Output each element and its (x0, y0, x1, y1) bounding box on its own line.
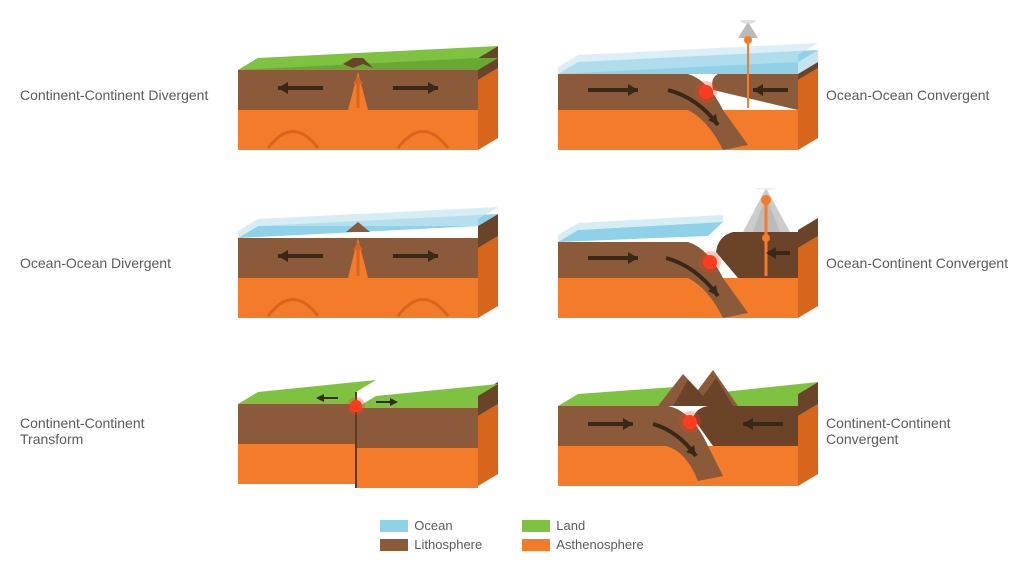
legend-item-ocean: Ocean (380, 518, 482, 533)
panel-label: Continent-Continent Divergent (20, 87, 218, 103)
swatch-lithosphere (380, 539, 408, 551)
panel-label: Continent-Continent Transform (20, 415, 218, 447)
legend-item-lithosphere: Lithosphere (380, 537, 482, 552)
panel-label: Ocean-Ocean Convergent (818, 87, 1024, 103)
diagram-grid: Continent-Continent Divergent (20, 20, 1004, 506)
panel-oo-divergent: Ocean-Ocean Divergent (20, 188, 498, 338)
block-oc-conv (538, 188, 818, 338)
legend-item-land: Land (522, 518, 643, 533)
block-oo-div (218, 188, 498, 338)
block-oo-conv (538, 20, 818, 170)
legend-label: Land (556, 518, 585, 533)
block-cc-conv (538, 356, 818, 506)
swatch-asthenosphere (522, 539, 550, 551)
swatch-land (522, 520, 550, 532)
panel-oc-convergent: Ocean-Continent Convergent (538, 188, 1024, 338)
legend-item-asthenosphere: Asthenosphere (522, 537, 643, 552)
legend-label: Asthenosphere (556, 537, 643, 552)
legend: Ocean Lithosphere Land Asthenosphere (20, 518, 1004, 552)
legend-label: Lithosphere (414, 537, 482, 552)
panel-label: Ocean-Continent Convergent (818, 255, 1024, 271)
swatch-ocean (380, 520, 408, 532)
panel-cc-transform: Continent-Continent Transform (20, 356, 498, 506)
panel-cc-divergent: Continent-Continent Divergent (20, 20, 498, 170)
panel-label: Ocean-Ocean Divergent (20, 255, 218, 271)
block-cc-div (218, 20, 498, 170)
block-cc-trans (218, 356, 498, 506)
legend-label: Ocean (414, 518, 452, 533)
panel-label: Continent-Continent Convergent (818, 415, 1024, 447)
panel-cc-convergent: Continent-Continent Convergent (538, 356, 1024, 506)
panel-oo-convergent: Ocean-Ocean Convergent (538, 20, 1024, 170)
